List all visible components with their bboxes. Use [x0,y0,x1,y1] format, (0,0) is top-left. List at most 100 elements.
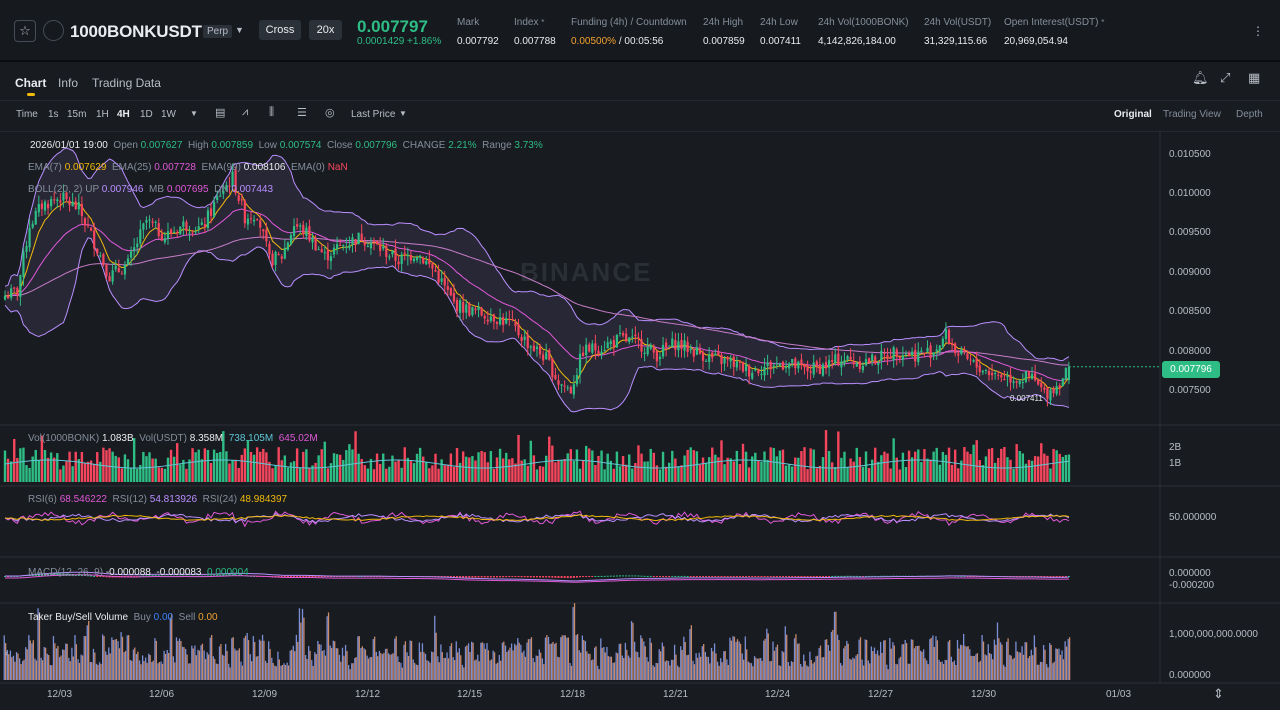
tab-trading-data[interactable]: Trading Data [92,76,161,90]
more-options-icon[interactable]: ⋮ [1252,24,1264,38]
taker-sell-bar [349,669,351,680]
candle-body [348,245,351,249]
macd-histogram-bar [210,575,213,577]
volume-bar [597,455,600,482]
symbol-name[interactable]: 1000BONKUSDT [70,22,202,41]
taker-sell-bar [189,663,191,680]
taker-buy-bar [132,649,135,680]
macd-histogram-bar [40,573,43,576]
taker-buy-bar [280,665,282,680]
taker-sell-bar [352,663,354,680]
timeframe-time[interactable]: Time [16,109,38,120]
candle-body [806,365,809,371]
volume-bar [938,464,941,482]
time-tick: 12/12 [355,689,381,700]
timeframe-15m[interactable]: 15m [67,109,87,120]
target-icon[interactable]: ◎ [325,107,335,119]
volume-bar [858,456,862,482]
macd-histogram-bar [502,576,505,578]
volume-bar [809,448,812,482]
chevron-down-icon[interactable]: ▼ [190,109,198,118]
taker-buy-bar [904,639,906,680]
axis-scale-icon[interactable]: ⇕ [1213,686,1224,701]
macd-histogram-bar [852,575,855,577]
volume-bar [357,453,360,482]
taker-sell-bar [650,642,653,680]
fullscreen-icon[interactable]: ⤢ [1220,70,1231,85]
taker-buy-bar [978,662,980,680]
candle-body [923,352,926,354]
macd-histogram-bar [732,576,735,577]
taker-sell-bar [44,647,47,680]
taker-buy-bar [138,660,141,680]
taker-sell-bar [294,651,296,680]
alert-bell-icon[interactable]: 🔔︎ [1192,70,1209,85]
indicator-icon[interactable]: ⩘ [242,106,249,118]
volume-bar [136,468,139,482]
settings-list-icon[interactable]: ☰ [297,107,307,119]
stat-mark: Mark 0.007792 [457,17,499,47]
view-depth[interactable]: Depth [1236,109,1263,120]
price-type-select[interactable]: Last Price [351,109,396,120]
taker-sell-bar [278,659,280,680]
timeframe-1s[interactable]: 1s [48,109,59,120]
timeframe-1d[interactable]: 1D [140,109,153,120]
taker-sell-bar [115,638,117,680]
taker-buy-bar [1049,643,1051,680]
candle-body [379,244,382,251]
candle-body [68,200,71,206]
volume-bar [422,456,425,482]
tab-info[interactable]: Info [58,76,79,90]
taker-sell-bar [952,661,954,680]
collapse-arrow-icon[interactable]: ‹ [5,648,8,658]
favorite-star-icon[interactable]: ☆ [14,20,36,42]
timeframe-4h[interactable]: 4H [117,109,130,120]
taker-sell-bar [94,652,96,680]
layout-grid-icon[interactable]: ▦ [1248,70,1261,85]
taker-sell-bar [149,655,151,680]
taker-buy-bar [264,660,267,680]
chevron-down-icon[interactable]: ▼ [399,109,407,118]
macd-histogram-bar [308,576,311,577]
taker-buy-bar [34,658,36,680]
candle-body [163,238,166,243]
taker-sell-bar [177,640,179,680]
candle-body [637,337,640,340]
candle-body [197,226,200,230]
taker-buy-bar [225,643,227,680]
taker-sell-bar [306,658,308,680]
taker-sell-bar [220,644,222,680]
timeframe-1w[interactable]: 1W [161,109,176,120]
margin-mode-button[interactable]: Cross [259,20,301,40]
chevron-down-icon[interactable]: ▼ [235,25,244,35]
volume-bar [840,457,843,482]
view-trading-view[interactable]: Trading View [1163,109,1221,120]
view-original[interactable]: Original [1114,109,1152,120]
volume-bar [784,465,788,482]
leverage-button[interactable]: 20x [309,20,342,40]
macd-histogram-bar [459,576,462,578]
candle-body [901,355,904,360]
macd-histogram-bar [695,576,698,577]
tab-chart[interactable]: Chart [15,76,47,90]
timeframe-1h[interactable]: 1H [96,109,109,120]
candle-body [465,304,468,313]
taker-buy-bar [735,641,737,680]
macd-histogram-bar [539,576,542,578]
candle-body [455,300,459,312]
calendar-icon[interactable]: ▤ [215,107,226,119]
stat-value: 0.00500% / 00:05:56 [571,36,664,47]
candle-body [22,251,25,277]
taker-buy-bar [787,662,790,680]
macd-histogram-bar [640,575,643,577]
macd-histogram-bar [296,576,299,577]
taker-sell-bar [198,650,201,680]
chart-type-icon[interactable]: ⫼ [269,106,275,118]
volume-bar [203,448,207,482]
volume-bar [895,457,898,482]
macd-tick: 0.000000 [1169,568,1211,579]
volume-bar [926,458,929,482]
macd-histogram-bar [781,576,784,577]
macd-histogram-bar [680,575,683,577]
